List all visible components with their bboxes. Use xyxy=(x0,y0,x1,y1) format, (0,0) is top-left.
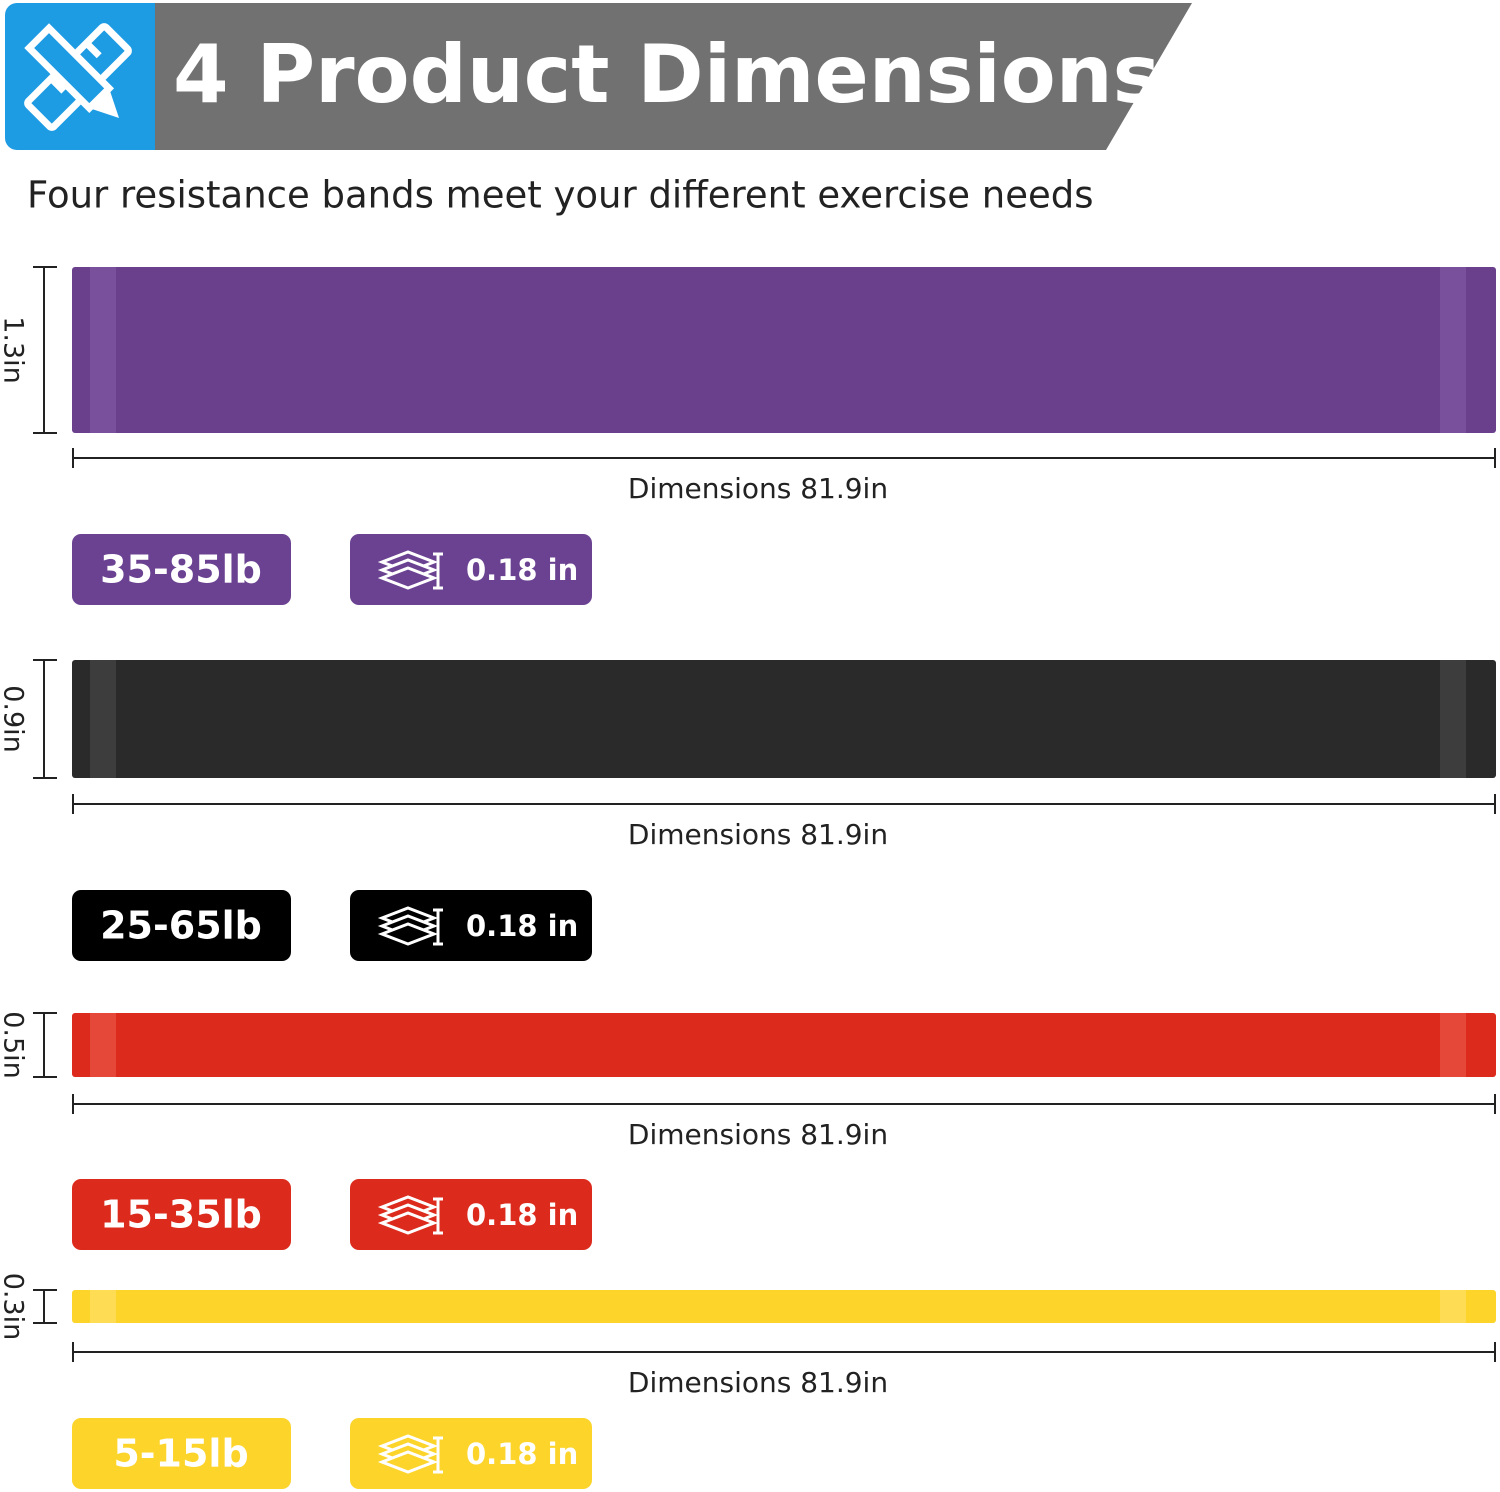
thickness-label: 0.18 in xyxy=(466,909,578,943)
layer xyxy=(377,566,439,590)
resistance-label: 25-65lb xyxy=(100,904,262,948)
header-subtitle: Four resistance bands meet your differen… xyxy=(27,174,1094,217)
band-fold xyxy=(90,1013,116,1077)
resistance-badge xyxy=(72,890,291,961)
layers-icon xyxy=(377,1434,443,1474)
band xyxy=(72,660,1496,778)
width-label: 0.5in xyxy=(0,1011,29,1079)
band-fold xyxy=(90,660,116,778)
resistance-badge xyxy=(72,534,291,605)
band xyxy=(72,267,1496,433)
layer xyxy=(377,1450,439,1474)
thickness-label: 0.18 in xyxy=(466,553,578,587)
resistance-badge xyxy=(72,1179,291,1250)
width-label: 0.9in xyxy=(0,685,29,753)
header-title: 4 Product Dimensions xyxy=(173,28,1160,121)
layers-icon xyxy=(377,906,443,946)
band-fold xyxy=(90,1290,116,1323)
length-label: Dimensions 81.9in xyxy=(628,1366,888,1399)
band xyxy=(72,1290,1496,1323)
length-label: Dimensions 81.9in xyxy=(628,818,888,851)
band-fold xyxy=(90,267,116,433)
layers-icon xyxy=(377,550,443,590)
layer xyxy=(377,1211,439,1235)
band-fold xyxy=(1440,1290,1466,1323)
header-icon-box-edge xyxy=(140,3,155,150)
header-bar xyxy=(140,3,1192,150)
thickness-label: 0.18 in xyxy=(466,1198,578,1232)
length-label: Dimensions 81.9in xyxy=(628,472,888,505)
length-label: Dimensions 81.9in xyxy=(628,1118,888,1151)
width-label: 0.3in xyxy=(0,1273,29,1341)
resistance-label: 35-85lb xyxy=(100,548,262,592)
layers-icon xyxy=(377,1195,443,1235)
pencil-icon xyxy=(24,23,120,119)
band-fold xyxy=(1440,1013,1466,1077)
width-label: 1.3in xyxy=(0,316,29,384)
resistance-label: 15-35lb xyxy=(100,1193,262,1237)
thickness-label: 0.18 in xyxy=(466,1437,578,1471)
layer xyxy=(377,922,439,946)
resistance-badge xyxy=(72,1418,291,1489)
band-fold xyxy=(1440,267,1466,433)
resistance-label: 5-15lb xyxy=(113,1432,248,1476)
band xyxy=(72,1013,1496,1077)
band-fold xyxy=(1440,660,1466,778)
